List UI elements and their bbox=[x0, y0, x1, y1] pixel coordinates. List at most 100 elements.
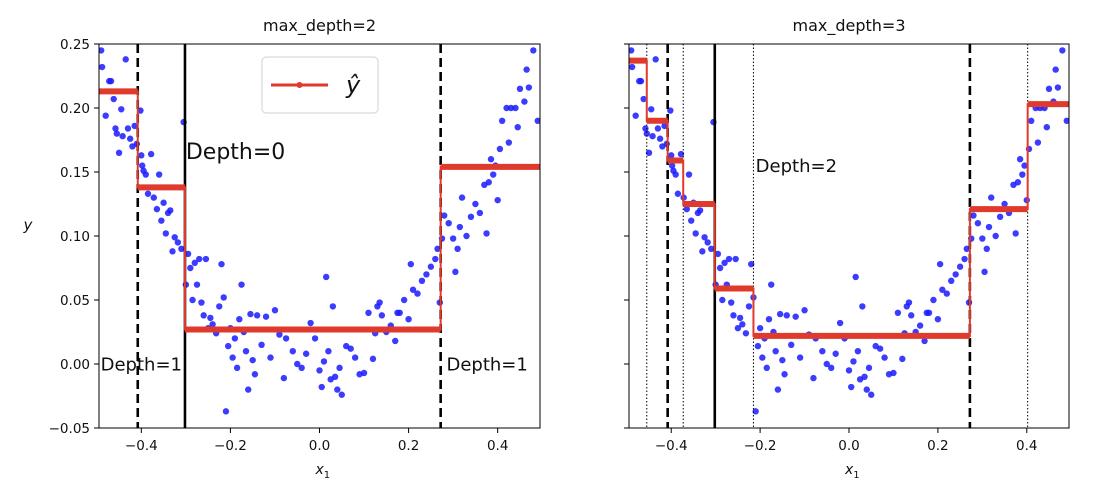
data-point bbox=[196, 255, 203, 263]
data-point bbox=[521, 98, 528, 105]
data-point bbox=[458, 194, 466, 201]
data-point bbox=[110, 95, 117, 103]
x-tick-label: −0.4 bbox=[655, 438, 688, 454]
data-point bbox=[294, 360, 301, 368]
data-point bbox=[719, 296, 726, 304]
data-point bbox=[943, 290, 950, 297]
data-point bbox=[494, 196, 501, 204]
x-axis-label-subscript: 1 bbox=[853, 470, 859, 481]
data-point bbox=[648, 106, 655, 113]
data-point bbox=[836, 319, 844, 327]
y-tick-label: 0.10 bbox=[60, 229, 90, 245]
data-point bbox=[1014, 179, 1022, 186]
data-point bbox=[298, 364, 305, 372]
data-point bbox=[514, 124, 521, 131]
data-point bbox=[336, 364, 343, 372]
data-point bbox=[490, 171, 497, 178]
data-point bbox=[899, 355, 906, 363]
data-point bbox=[193, 281, 201, 288]
data-point bbox=[848, 383, 855, 391]
data-point bbox=[925, 309, 933, 316]
data-point bbox=[637, 77, 645, 85]
data-point bbox=[360, 369, 368, 377]
data-point bbox=[863, 386, 870, 393]
data-point bbox=[498, 117, 506, 125]
x-tick-label: 0.0 bbox=[838, 438, 859, 454]
data-point bbox=[734, 324, 742, 332]
data-point bbox=[445, 220, 452, 227]
data-point bbox=[745, 303, 753, 310]
data-point bbox=[236, 316, 243, 323]
data-point bbox=[207, 314, 214, 322]
data-point bbox=[1021, 162, 1028, 169]
data-point bbox=[763, 364, 770, 372]
y-tick-label: 0.15 bbox=[60, 165, 90, 181]
data-point bbox=[202, 255, 210, 263]
data-point bbox=[988, 194, 995, 201]
data-point bbox=[171, 234, 178, 241]
data-point bbox=[983, 245, 990, 252]
depth-annotation: Depth=1 bbox=[446, 354, 527, 375]
data-point bbox=[262, 313, 270, 320]
data-point bbox=[768, 281, 775, 288]
data-point bbox=[852, 273, 859, 281]
data-point bbox=[307, 319, 314, 327]
data-point bbox=[218, 260, 225, 268]
data-point bbox=[832, 350, 839, 357]
data-point bbox=[496, 145, 504, 153]
data-point bbox=[209, 321, 216, 328]
data-point bbox=[198, 299, 205, 306]
data-point bbox=[952, 271, 959, 278]
x-axis-label-base: x bbox=[844, 462, 854, 478]
data-point bbox=[169, 248, 176, 255]
data-point bbox=[861, 373, 868, 380]
data-point bbox=[216, 303, 223, 310]
x-tick-label: 0.4 bbox=[1016, 438, 1037, 454]
data-point bbox=[124, 125, 132, 132]
data-point bbox=[378, 312, 386, 319]
data-point bbox=[189, 296, 196, 304]
data-point bbox=[1001, 200, 1008, 208]
x-axis-label: x1 bbox=[315, 462, 331, 481]
data-point bbox=[432, 255, 439, 263]
x-axis-label-subscript: 1 bbox=[324, 470, 330, 481]
data-point bbox=[325, 348, 332, 355]
data-point bbox=[329, 303, 337, 310]
x-tick-label: −0.2 bbox=[214, 438, 247, 454]
y-tick-label: 0.25 bbox=[60, 37, 90, 53]
data-point bbox=[530, 47, 537, 54]
data-point bbox=[810, 374, 817, 382]
data-point bbox=[725, 255, 733, 263]
data-point bbox=[845, 367, 853, 374]
data-point bbox=[107, 77, 115, 85]
data-point bbox=[721, 259, 728, 267]
data-point bbox=[823, 360, 830, 368]
y-axis-label: y bbox=[23, 216, 34, 234]
data-point bbox=[476, 209, 484, 217]
data-point bbox=[316, 367, 323, 374]
data-point bbox=[485, 179, 492, 186]
data-point bbox=[247, 310, 254, 318]
data-point bbox=[632, 112, 639, 119]
data-point bbox=[629, 63, 636, 71]
data-point bbox=[890, 369, 897, 377]
data-point bbox=[174, 239, 182, 246]
data-point bbox=[311, 335, 319, 342]
depth-annotation: Depth=1 bbox=[101, 354, 182, 375]
data-point bbox=[654, 125, 662, 132]
data-point bbox=[238, 281, 245, 288]
data-point bbox=[505, 139, 513, 146]
data-point bbox=[788, 341, 795, 348]
data-point bbox=[939, 286, 946, 293]
data-point bbox=[688, 217, 695, 224]
data-point bbox=[708, 245, 715, 252]
data-point bbox=[643, 130, 650, 137]
prediction-step-connector bbox=[629, 59, 1069, 337]
data-point bbox=[184, 250, 192, 258]
data-point bbox=[881, 354, 888, 361]
data-point bbox=[1016, 156, 1024, 163]
data-point bbox=[512, 104, 519, 112]
x-axis-label: x1 bbox=[844, 462, 860, 481]
data-point bbox=[122, 56, 129, 63]
